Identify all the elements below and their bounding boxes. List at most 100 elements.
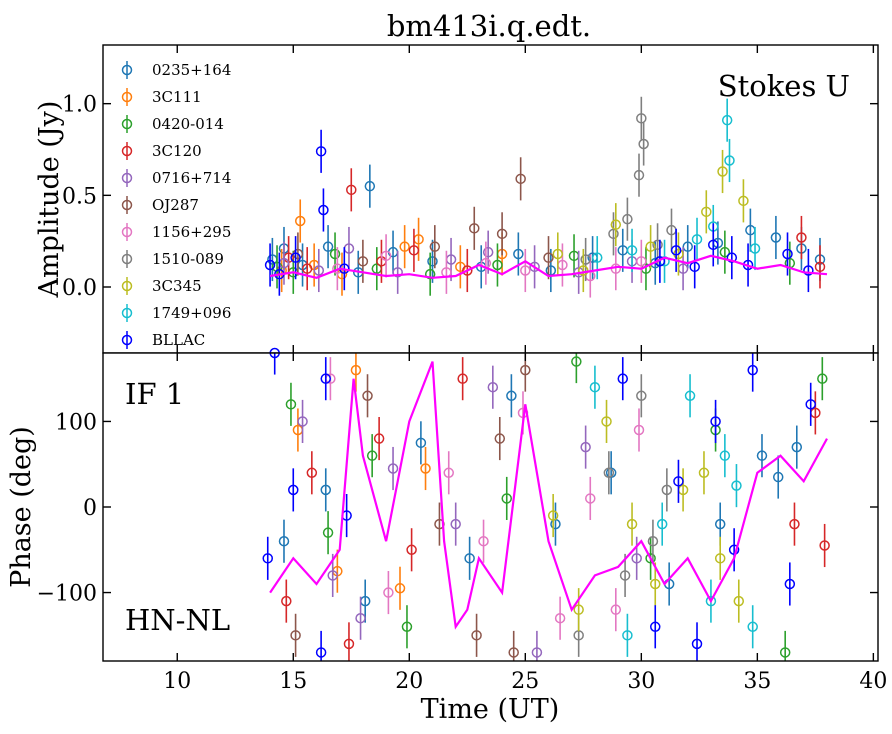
data-point: [294, 215, 306, 227]
data-point: [726, 252, 738, 263]
legend: 0235+164 3C111 0420-014 3C120 0716+714 OJ287 1…: [121, 61, 231, 349]
legend-entry: 1510-089: [121, 250, 224, 268]
legend-entry: 0716+714: [121, 169, 231, 187]
data-point: [610, 219, 622, 230]
data-point: [362, 390, 373, 402]
phase-series-0716+714: [297, 365, 642, 661]
amplitude-ticks: 0.0 0.5 1.0: [62, 45, 878, 353]
phase-frame: [102, 352, 879, 662]
data-point: [714, 518, 726, 530]
data-point: [506, 390, 517, 402]
data-point: [462, 265, 473, 276]
data-point: [290, 630, 301, 641]
data-point: [320, 373, 332, 384]
legend-marker: [121, 226, 133, 238]
data-point: [322, 241, 334, 252]
data-point: [626, 245, 638, 256]
x-axis-label: Time (UT): [421, 694, 560, 725]
data-point: [320, 484, 332, 496]
amplitude-model-line: [269, 254, 828, 279]
phase-model-line: [269, 361, 828, 630]
phase-ticks: 10 15 20 25 30 35 40 −100 0 100: [37, 353, 887, 694]
x-tick-label: 20: [395, 669, 423, 694]
data-point: [573, 604, 584, 615]
data-point: [791, 441, 803, 453]
y-tick-label: −100: [37, 582, 97, 607]
data-point: [364, 180, 376, 192]
data-point: [691, 234, 703, 245]
data-point: [288, 484, 299, 496]
data-point: [443, 467, 454, 479]
legend-label: 1749+096: [152, 304, 231, 322]
legend-label: 3C120: [152, 142, 202, 160]
data-point: [482, 246, 494, 258]
legend-entry: 0420-014: [121, 115, 224, 133]
data-point: [406, 544, 417, 556]
data-point: [285, 399, 297, 410]
legend-marker: [121, 145, 133, 157]
data-point: [450, 518, 461, 530]
data-point: [719, 246, 731, 258]
data-point: [796, 232, 807, 243]
data-point: [782, 248, 793, 260]
data-point: [424, 268, 436, 280]
data-point: [817, 373, 828, 384]
data-point: [394, 583, 406, 594]
legend-marker: [121, 307, 133, 319]
data-point: [585, 493, 596, 504]
legend-marker: [121, 199, 133, 211]
data-point: [814, 261, 826, 273]
data-point: [770, 232, 782, 243]
data-point: [645, 553, 656, 564]
data-point: [290, 252, 301, 263]
data-point: [636, 256, 647, 267]
data-point: [408, 245, 420, 256]
phase-series-layer: [262, 347, 830, 661]
data-point: [306, 467, 318, 479]
data-point: [264, 259, 276, 271]
data-point: [673, 476, 684, 487]
phase-series-3C111: [292, 353, 431, 610]
legend-label: 0420-014: [152, 115, 224, 133]
data-point: [554, 612, 566, 624]
amplitude-y-label: Amplitude (Jy): [34, 101, 65, 299]
data-point: [617, 373, 629, 384]
data-point: [622, 213, 633, 225]
data-point: [698, 467, 710, 479]
amplitude-series-3C120: [283, 168, 826, 293]
data-point: [717, 166, 728, 177]
data-point: [392, 267, 403, 278]
data-point: [670, 245, 682, 256]
legend-marker: [121, 172, 133, 184]
data-point: [805, 399, 816, 410]
amplitude-series-3C111: [276, 199, 508, 296]
data-point: [543, 252, 554, 263]
data-point: [357, 256, 369, 267]
legend-entry: 1156+295: [121, 223, 231, 241]
data-point: [589, 381, 601, 393]
data-point: [708, 239, 719, 251]
data-point: [610, 604, 622, 615]
y-tick-label: 0.0: [62, 276, 97, 301]
data-point: [350, 364, 362, 376]
data-point: [578, 265, 589, 276]
data-point: [478, 535, 489, 547]
data-point: [724, 155, 735, 166]
data-point: [262, 553, 273, 564]
chart-title: bm413i.q.edt.: [387, 9, 591, 43]
data-point: [719, 450, 731, 461]
legend-label: 0235+164: [152, 61, 231, 79]
data-point: [552, 248, 564, 260]
data-point: [496, 228, 508, 240]
data-point: [420, 463, 431, 474]
data-point: [508, 647, 519, 658]
x-tick-label: 35: [743, 669, 771, 694]
amplitude-series-layer: [264, 96, 828, 298]
data-point: [278, 535, 290, 547]
legend-marker: [121, 334, 133, 346]
data-point: [318, 204, 329, 216]
data-point: [684, 390, 696, 402]
data-point: [747, 364, 758, 376]
x-tick-label: 30: [627, 669, 655, 694]
